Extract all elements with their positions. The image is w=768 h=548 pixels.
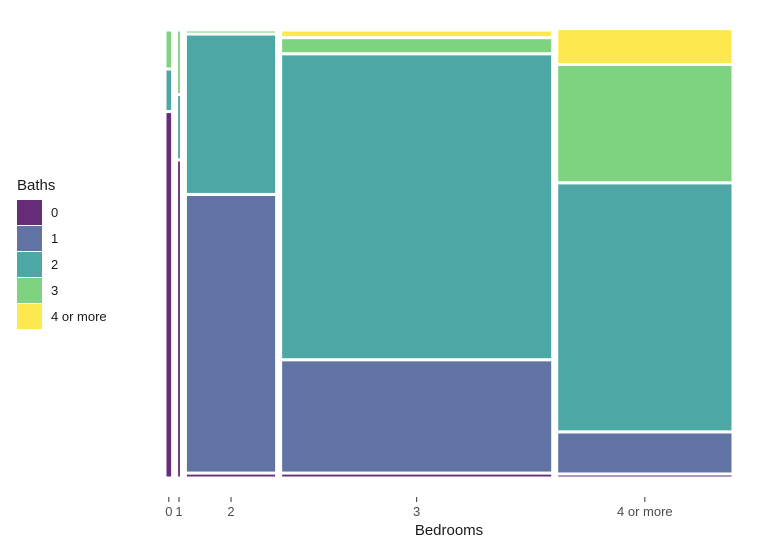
- x-tick-label-4-or-more: 4 or more: [617, 504, 673, 519]
- x-axis-title: Bedrooms: [415, 522, 483, 539]
- tile-bedrooms-4-or-more-baths-3: [555, 62, 735, 185]
- x-tick-label-3: 3: [413, 504, 420, 519]
- tile-bedrooms-1-baths-3: [175, 28, 183, 97]
- tile-bedrooms-4-or-more-baths-2: [555, 181, 735, 434]
- legend-key-3: [17, 278, 42, 303]
- tile-bedrooms-2-baths-3: [183, 28, 279, 36]
- tile-bedrooms-2-baths-2: [183, 32, 279, 196]
- tile-bedrooms-4-or-more-baths-4-or-more: [555, 27, 735, 66]
- x-tick-label-0: 0: [165, 504, 172, 519]
- x-tick-label-2: 2: [227, 504, 234, 519]
- legend-label-0: 0: [51, 205, 58, 220]
- tile-bedrooms-4-or-more-baths-1: [555, 430, 735, 476]
- legend-label-4-or-more: 4 or more: [51, 309, 107, 324]
- mosaic-tiles: [163, 27, 735, 480]
- tile-bedrooms-2-baths-1: [183, 192, 279, 475]
- tile-bedrooms-3-baths-4-or-more: [279, 28, 555, 40]
- tile-bedrooms-0-baths-2: [163, 67, 175, 114]
- legend-key-4-or-more: [17, 304, 42, 329]
- tile-bedrooms-1-baths-0: [175, 158, 183, 480]
- tile-bedrooms-3-baths-2: [279, 52, 555, 362]
- legend-key-2: [17, 252, 42, 277]
- tile-bedrooms-3-baths-3: [279, 36, 555, 56]
- legend-label-1: 1: [51, 231, 58, 246]
- legend-key-0: [17, 200, 42, 225]
- legend: Baths 0 1 2 3 4 or more: [17, 177, 107, 329]
- legend-key-1: [17, 226, 42, 251]
- tile-bedrooms-3-baths-1: [279, 358, 555, 475]
- tile-bedrooms-0-baths-0: [163, 110, 175, 480]
- tile-bedrooms-1-baths-2: [175, 93, 183, 162]
- x-tick-label-1: 1: [175, 504, 182, 519]
- tile-bedrooms-0-baths-3: [163, 28, 175, 71]
- legend-label-3: 3: [51, 283, 58, 298]
- legend-title: Baths: [17, 177, 55, 194]
- legend-label-2: 2: [51, 257, 58, 272]
